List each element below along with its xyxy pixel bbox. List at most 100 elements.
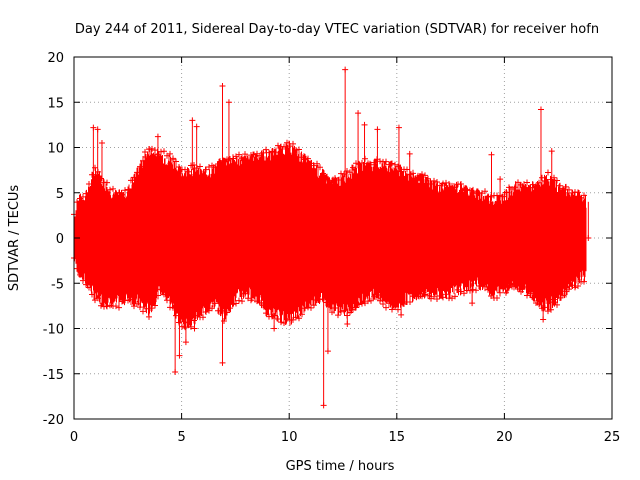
data-point-marker xyxy=(377,297,383,304)
data-point-marker xyxy=(230,301,236,308)
data-point-marker xyxy=(359,160,365,167)
data-point-marker xyxy=(443,179,449,186)
data-point-marker xyxy=(386,300,392,307)
data-point-marker xyxy=(80,277,86,284)
data-point-marker xyxy=(281,143,287,150)
data-point-marker xyxy=(107,186,113,193)
data-point-marker xyxy=(197,163,203,170)
data-point-marker xyxy=(227,305,233,312)
data-point-marker xyxy=(131,174,137,181)
data-point-marker xyxy=(383,304,389,311)
spike-marker xyxy=(469,300,476,307)
data-point-marker xyxy=(161,148,167,155)
spike-marker xyxy=(540,316,547,323)
data-point-marker xyxy=(389,306,395,313)
x-tick-label: 15 xyxy=(389,430,406,445)
data-point-marker xyxy=(302,305,308,312)
data-point-marker xyxy=(89,291,95,298)
data-point-marker xyxy=(518,288,524,295)
x-tick-label: 0 xyxy=(70,430,78,445)
data-point-marker xyxy=(158,148,164,155)
data-point-marker xyxy=(251,293,257,300)
y-tick-label: 20 xyxy=(47,51,64,66)
data-point-marker xyxy=(383,158,389,165)
spike-marker xyxy=(219,359,226,366)
data-point-marker xyxy=(200,314,206,321)
data-point-marker xyxy=(143,153,149,160)
data-point-marker xyxy=(98,302,104,309)
x-tick-label: 25 xyxy=(604,430,621,445)
spike-marker xyxy=(497,176,504,183)
data-point-marker xyxy=(77,271,83,278)
data-point-marker xyxy=(269,148,275,155)
spike-marker xyxy=(191,325,198,332)
data-point-marker xyxy=(158,286,164,293)
data-point-marker xyxy=(152,302,158,309)
data-point-marker xyxy=(497,289,503,296)
data-point-marker xyxy=(278,319,284,326)
data-point-marker xyxy=(392,303,398,310)
data-point-marker xyxy=(290,316,296,323)
y-tick-label: -10 xyxy=(43,323,64,338)
data-point-marker xyxy=(545,169,551,176)
data-point-marker xyxy=(263,310,269,317)
data-point-marker xyxy=(128,177,134,184)
data-point-marker xyxy=(236,151,242,158)
data-point-marker xyxy=(380,300,386,307)
data-point-marker xyxy=(500,193,506,200)
data-point-marker xyxy=(365,160,371,167)
data-point-marker xyxy=(563,183,569,190)
data-point-marker xyxy=(518,181,524,188)
data-point-marker xyxy=(152,147,158,154)
data-point-marker xyxy=(431,177,437,184)
data-point-marker xyxy=(179,323,185,330)
spike-marker xyxy=(374,126,381,133)
data-point-marker xyxy=(266,149,272,156)
data-point-marker xyxy=(140,308,146,315)
data-point-marker xyxy=(539,305,545,312)
data-point-marker xyxy=(293,314,299,321)
data-point-marker xyxy=(440,294,446,301)
data-point-marker xyxy=(368,297,374,304)
data-point-marker xyxy=(239,155,245,162)
data-point-marker xyxy=(536,301,542,308)
data-point-marker xyxy=(83,190,89,197)
data-point-marker xyxy=(185,168,191,175)
data-point-marker xyxy=(350,164,356,171)
data-point-marker xyxy=(218,161,224,168)
data-point-marker xyxy=(263,146,269,153)
spike-marker xyxy=(98,139,105,146)
data-point-marker xyxy=(479,280,485,287)
data-point-marker xyxy=(224,309,230,316)
data-point-marker xyxy=(239,298,245,305)
data-point-marker xyxy=(581,278,587,285)
data-point-marker xyxy=(296,315,302,322)
data-point-marker xyxy=(242,290,248,297)
data-point-marker xyxy=(200,170,206,177)
data-point-marker xyxy=(74,199,80,206)
data-point-marker xyxy=(473,287,479,294)
data-point-marker xyxy=(530,294,536,301)
data-point-marker xyxy=(317,164,323,171)
data-point-marker xyxy=(581,192,587,199)
data-point-marker xyxy=(299,311,305,318)
data-point-marker xyxy=(506,284,512,291)
data-point-marker xyxy=(500,285,506,292)
data-point-marker xyxy=(515,179,521,186)
data-point-marker xyxy=(284,315,290,322)
data-point-marker xyxy=(353,304,359,311)
data-point-marker xyxy=(422,172,428,179)
data-point-marker xyxy=(425,175,431,182)
data-point-marker xyxy=(146,313,152,320)
data-point-marker xyxy=(311,302,317,309)
data-point-marker xyxy=(482,283,488,290)
data-point-marker xyxy=(125,297,131,304)
data-point-marker xyxy=(155,292,161,299)
data-point-marker xyxy=(245,156,251,163)
data-point-marker xyxy=(188,162,194,169)
data-point-marker xyxy=(470,188,476,195)
data-point-marker xyxy=(104,179,110,186)
spike-marker xyxy=(585,235,592,241)
data-point-marker xyxy=(167,150,173,157)
